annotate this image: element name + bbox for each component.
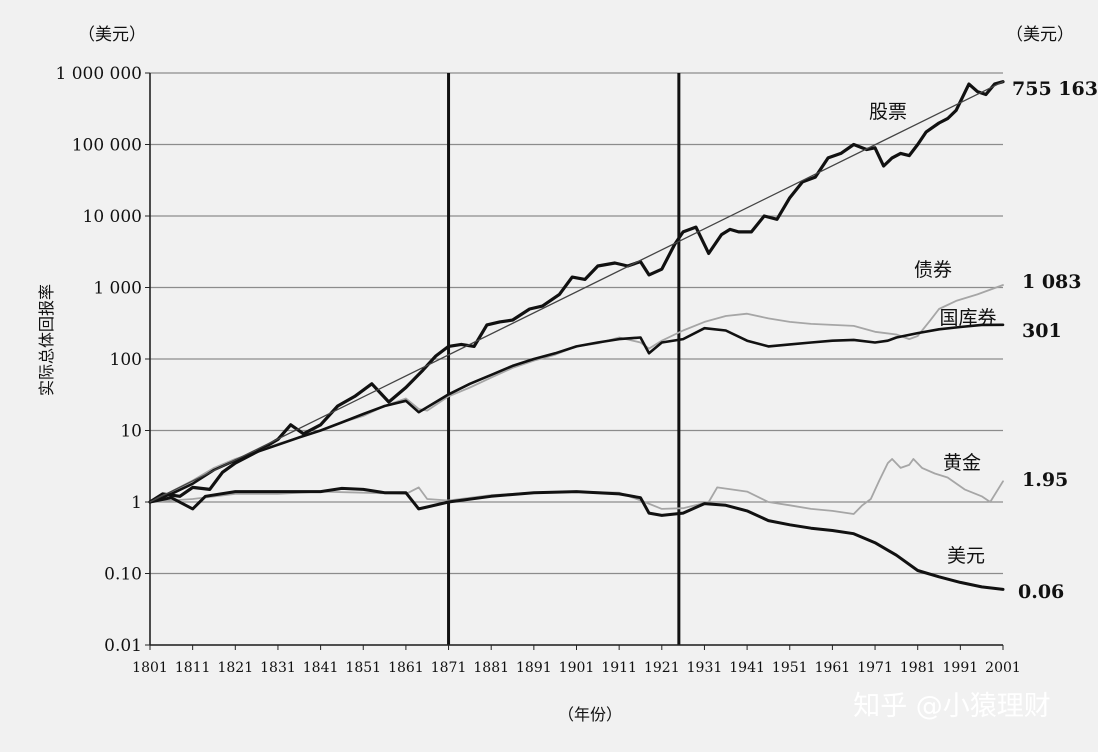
bonds-end-value: 1 083 [1022, 271, 1082, 293]
x-tick-label: 1901 [559, 660, 595, 676]
x-tick-label: 1891 [516, 660, 552, 676]
x-tick-label: 1951 [772, 660, 808, 676]
series-line-国库券 [148, 323, 1005, 504]
y-tick-label: 0.01 [104, 636, 142, 656]
bonds-label: 债券 [914, 259, 952, 281]
stocks-end-value: 755 163 [1012, 78, 1098, 100]
gold-label: 黄金 [943, 452, 981, 474]
x-tick-label: 1991 [943, 660, 979, 676]
y-tick-label: 10 000 [83, 207, 142, 227]
y-tick-label: 100 [110, 350, 142, 370]
x-tick-label: 1921 [644, 660, 680, 676]
series-line-美元 [148, 486, 1005, 591]
gridlines [145, 72, 1004, 650]
x-axis-title: （年份） [558, 705, 622, 724]
x-tick-label: 1981 [900, 660, 936, 676]
left-unit-label: （美元） [78, 25, 146, 45]
series-line-黄金 [149, 458, 1004, 515]
bills-end-value: 301 [1022, 320, 1062, 342]
y-tick-label: 1 000 000 [55, 64, 142, 84]
gold-end-value: 1.95 [1022, 469, 1068, 491]
x-tick-label: 2001 [985, 660, 1021, 676]
y-tick-label: 10 [120, 422, 142, 442]
x-tick-label: 1941 [729, 660, 765, 676]
x-tick-label: 1841 [303, 660, 339, 676]
x-tick-label: 1831 [260, 660, 296, 676]
x-tick-label: 1971 [857, 660, 893, 676]
trend-line [149, 81, 1004, 503]
watermark: 知乎 @小猿理财 [853, 691, 1051, 722]
x-tick-label: 1961 [815, 660, 851, 676]
bills-label: 国库券 [939, 307, 996, 329]
y-tick-label: 1 [131, 493, 142, 513]
x-tick-label: 1881 [473, 660, 509, 676]
y-tick-label: 100 000 [72, 136, 142, 156]
x-tick-label: 1801 [132, 660, 168, 676]
right-unit-label: （美元） [1006, 25, 1074, 45]
x-tick-label: 1911 [601, 660, 637, 676]
axes [149, 73, 1003, 646]
y-tick-label: 0.10 [104, 565, 142, 585]
x-tick-label: 1851 [345, 660, 381, 676]
vertical-markers [447, 73, 681, 645]
dollar-label: 美元 [947, 545, 985, 567]
series-lines [148, 80, 1005, 591]
x-tick-label: 1871 [431, 660, 467, 676]
x-tick-label: 1821 [217, 660, 253, 676]
dollar-end-value: 0.06 [1018, 581, 1064, 603]
x-tick-label: 1811 [175, 660, 211, 676]
y-tick-label: 1 000 [93, 279, 142, 299]
stocks-label: 股票 [869, 101, 907, 123]
y-axis-title: 实际总体回报率 [37, 284, 56, 396]
series-line-股票 [148, 80, 1005, 504]
tick-labels: 0.01 0.10 1 10 100 1 000 10 000 100 000 1 000 00… [55, 64, 1020, 676]
x-tick-label: 1861 [388, 660, 424, 676]
x-tick-label: 1931 [687, 660, 723, 676]
